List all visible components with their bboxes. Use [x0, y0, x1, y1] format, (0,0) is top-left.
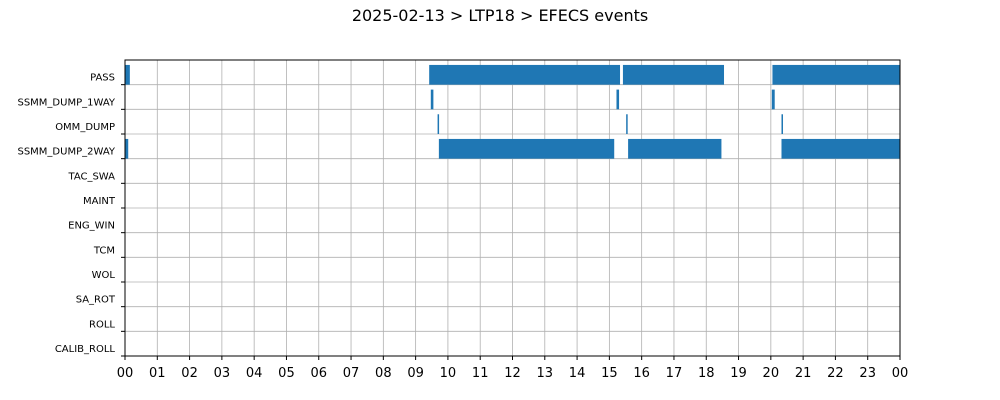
event-bar-pass	[125, 64, 130, 85]
event-bars	[125, 64, 900, 159]
y-tick-labels: PASS SSMM_DUMP_1WAY OMM_DUMP SSMM_DUMP_2WAY…	[17, 73, 125, 357]
x-tick-label: 05	[278, 366, 295, 381]
x-tick-label: 14	[569, 366, 586, 381]
event-bar-ssmm-dump-1way	[616, 89, 620, 110]
y-tick-label: SSMM_DUMP_2WAY	[17, 147, 115, 158]
x-tick-label: 03	[214, 366, 231, 381]
x-tick-label: 20	[763, 366, 780, 381]
x-tick-label: 06	[310, 366, 327, 381]
x-tick-label: 11	[472, 366, 489, 381]
y-tick-label: PASS	[90, 73, 115, 84]
x-tick-label: 15	[601, 366, 618, 381]
x-tick-label: 04	[246, 366, 263, 381]
event-bar-pass	[429, 64, 621, 85]
chart-title: 2025-02-13 > LTP18 > EFECS events	[351, 6, 649, 25]
y-tick-label: ROLL	[89, 319, 115, 330]
y-tick-label: MAINT	[83, 196, 116, 207]
x-tick-label: 01	[149, 366, 166, 381]
x-tick-labels: 00 01 02 03 04 05 06 07 08 09 10 11 12 13 14 15 16 17 18 19…	[117, 356, 909, 381]
event-bar-ssmm-dump-2way	[125, 138, 129, 159]
x-tick-label: 22	[827, 366, 844, 381]
x-tick-label: 23	[859, 366, 876, 381]
event-bar-ssmm-dump-1way	[430, 89, 434, 110]
y-tick-label: TAC_SWA	[67, 171, 115, 182]
x-tick-label: 10	[440, 366, 457, 381]
x-tick-label: 21	[795, 366, 812, 381]
x-tick-label: 16	[633, 366, 650, 381]
y-tick-label: OMM_DUMP	[55, 122, 115, 133]
event-bar-pass	[772, 64, 900, 85]
event-bar-ssmm-dump-1way	[771, 89, 775, 110]
grid-lines	[124, 60, 901, 356]
x-tick-label: 09	[407, 366, 424, 381]
event-bar-omm-dump	[781, 114, 783, 134]
event-bar-ssmm-dump-2way	[628, 138, 722, 159]
event-bar-ssmm-dump-2way	[438, 138, 615, 159]
x-tick-label: 02	[181, 366, 198, 381]
event-bar-omm-dump	[626, 114, 628, 134]
x-tick-label: 13	[537, 366, 554, 381]
y-tick-label: SA_ROT	[76, 295, 116, 306]
x-tick-label: 18	[698, 366, 715, 381]
event-bar-omm-dump	[437, 114, 440, 134]
event-bar-ssmm-dump-2way	[781, 138, 900, 159]
x-tick-label: 00	[892, 366, 909, 381]
x-tick-label: 00	[117, 366, 134, 381]
x-tick-label: 17	[666, 366, 683, 381]
y-tick-label: TCM	[93, 245, 115, 256]
x-tick-label: 12	[504, 366, 521, 381]
y-tick-label: SSMM_DUMP_1WAY	[17, 97, 115, 108]
event-bar-pass	[622, 64, 725, 85]
x-tick-label: 19	[730, 366, 747, 381]
y-tick-label: CALIB_ROLL	[55, 344, 116, 355]
x-tick-label: 08	[375, 366, 392, 381]
x-tick-label: 07	[343, 366, 360, 381]
y-tick-label: WOL	[92, 270, 116, 281]
y-tick-label: ENG_WIN	[68, 221, 115, 232]
